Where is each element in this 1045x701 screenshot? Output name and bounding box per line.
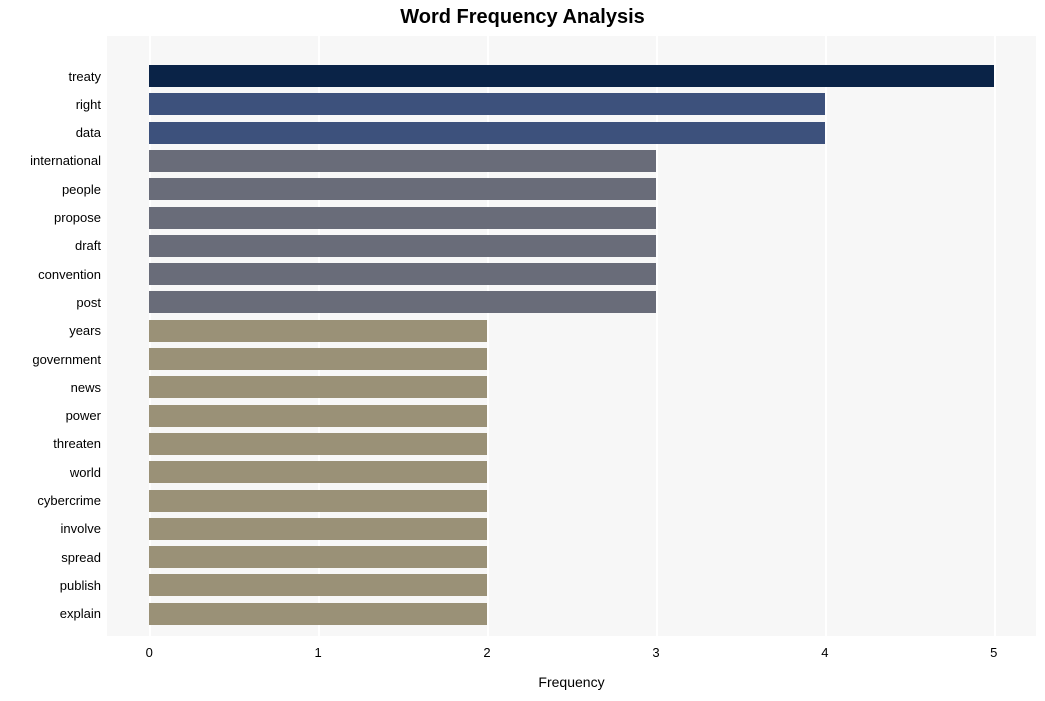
- y-tick-label: people: [62, 183, 101, 196]
- y-tick-label: propose: [54, 211, 101, 224]
- bar: [149, 178, 656, 200]
- x-tick-label: 4: [805, 646, 845, 659]
- x-tick-label: 5: [974, 646, 1014, 659]
- y-tick-label: right: [76, 98, 101, 111]
- x-axis-label: Frequency: [107, 674, 1036, 690]
- bar: [149, 518, 487, 540]
- y-tick-label: draft: [75, 239, 101, 252]
- bar: [149, 207, 656, 229]
- y-tick-label: government: [32, 353, 101, 366]
- y-tick-label: years: [69, 324, 101, 337]
- grid-line: [825, 36, 827, 636]
- x-tick-label: 3: [636, 646, 676, 659]
- bar: [149, 490, 487, 512]
- y-tick-label: spread: [61, 551, 101, 564]
- bar: [149, 122, 825, 144]
- bar: [149, 405, 487, 427]
- bar: [149, 433, 487, 455]
- bar: [149, 376, 487, 398]
- bar: [149, 461, 487, 483]
- x-tick-label: 1: [298, 646, 338, 659]
- x-tick-label: 0: [129, 646, 169, 659]
- grid-line: [994, 36, 996, 636]
- y-tick-label: threaten: [53, 437, 101, 450]
- y-tick-label: convention: [38, 268, 101, 281]
- bar: [149, 291, 656, 313]
- bar: [149, 320, 487, 342]
- y-tick-label: world: [70, 466, 101, 479]
- chart-title: Word Frequency Analysis: [0, 6, 1045, 29]
- bar: [149, 603, 487, 625]
- bar: [149, 263, 656, 285]
- y-tick-label: data: [76, 126, 101, 139]
- bar: [149, 546, 487, 568]
- plot-area: [107, 36, 1036, 636]
- y-tick-label: news: [71, 381, 101, 394]
- y-tick-label: international: [30, 154, 101, 167]
- y-tick-label: power: [66, 409, 101, 422]
- bar: [149, 150, 656, 172]
- y-tick-label: post: [76, 296, 101, 309]
- y-tick-label: publish: [60, 579, 101, 592]
- y-tick-label: cybercrime: [37, 494, 101, 507]
- x-tick-label: 2: [467, 646, 507, 659]
- chart-container: Word Frequency Analysis Frequency 0 1 2 3 4 5…: [0, 0, 1045, 701]
- bar: [149, 348, 487, 370]
- bar: [149, 574, 487, 596]
- y-tick-label: treaty: [68, 70, 101, 83]
- bar: [149, 93, 825, 115]
- y-tick-label: explain: [60, 607, 101, 620]
- bar: [149, 235, 656, 257]
- y-tick-label: involve: [61, 522, 101, 535]
- bar: [149, 65, 994, 87]
